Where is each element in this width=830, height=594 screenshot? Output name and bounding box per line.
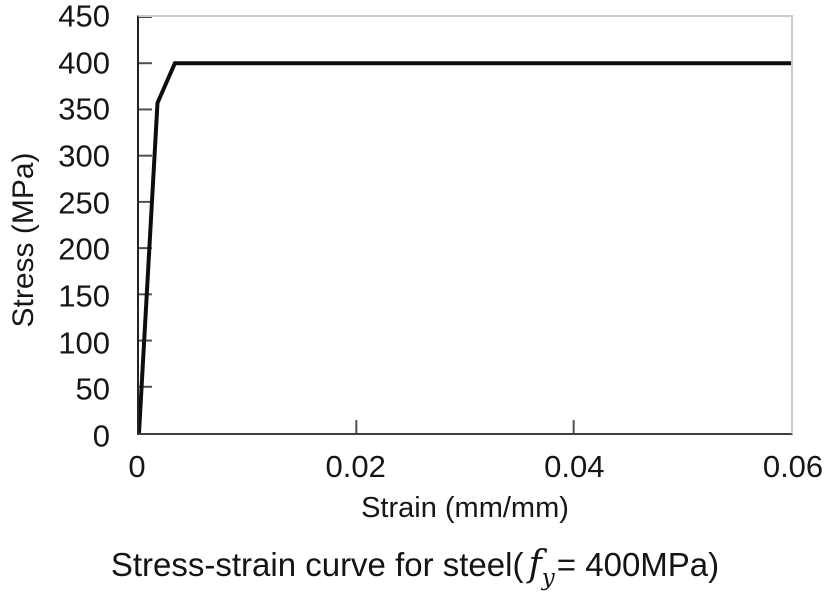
- caption-prefix: Stress-strain curve for steel(: [110, 546, 524, 583]
- y-tick-label: 300: [58, 138, 110, 174]
- y-tick-label: 0: [92, 418, 110, 454]
- caption-suffix: = 400MPa): [556, 546, 720, 583]
- x-tick-label: 0: [128, 449, 146, 484]
- plot-svg: [139, 17, 791, 433]
- y-tick-label: 50: [75, 371, 110, 407]
- y-tick-label: 450: [58, 0, 110, 34]
- plot-area: [137, 15, 793, 435]
- caption-f-subscript: y: [541, 565, 555, 591]
- y-tick-label: 400: [58, 44, 110, 80]
- y-tick-label: 200: [58, 231, 110, 267]
- series-steel-stress-strain: [139, 61, 791, 433]
- y-tick-label: 150: [58, 278, 110, 314]
- y-axis-title: Stress (MPa): [7, 152, 40, 328]
- y-tick-label: 100: [58, 324, 110, 360]
- caption-f-symbol: f: [528, 544, 542, 585]
- x-tick-label: 0.04: [544, 449, 605, 484]
- x-tick-label: 0.06: [762, 449, 824, 484]
- x-axis-title: Strain (mm/mm): [361, 492, 569, 524]
- y-tick-label: 350: [58, 91, 110, 127]
- y-tick-label: 250: [58, 184, 110, 220]
- figure-caption: Stress-strain curve for steel(fy= 400MPa…: [0, 544, 830, 591]
- x-tick-label: 0.02: [325, 449, 386, 484]
